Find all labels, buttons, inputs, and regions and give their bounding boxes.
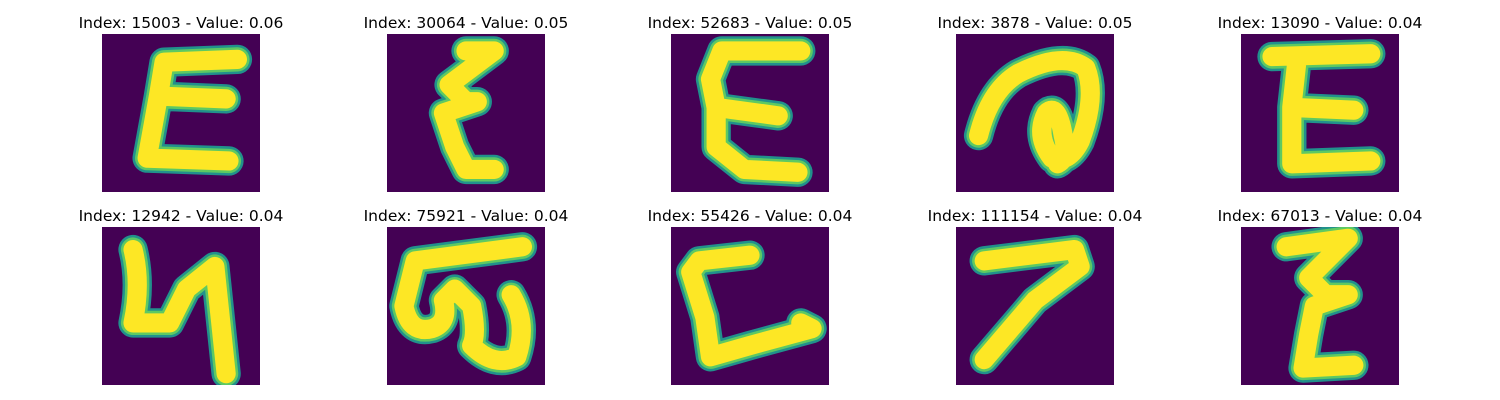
glyph-image — [1241, 227, 1399, 385]
panel-title: Index: 3878 - Value: 0.05 — [937, 14, 1133, 32]
panel-title: Index: 30064 - Value: 0.05 — [363, 14, 569, 32]
glyph-image — [102, 34, 260, 192]
glyph-image — [956, 34, 1114, 192]
sample-panel-5: Index: 13090 - Value: 0.04 — [1200, 12, 1440, 192]
panel-title: Index: 111154 - Value: 0.04 — [927, 207, 1143, 225]
glyph-image — [671, 34, 829, 192]
glyph-image — [956, 227, 1114, 385]
panel-title: Index: 67013 - Value: 0.04 — [1217, 207, 1423, 225]
glyph-stroke — [974, 239, 1090, 370]
panel-title: Index: 12942 - Value: 0.04 — [78, 207, 284, 225]
sample-panel-6: Index: 12942 - Value: 0.04 — [61, 205, 301, 385]
sample-panel-2: Index: 30064 - Value: 0.05 — [346, 12, 586, 192]
glyph-image — [387, 227, 545, 385]
glyph-image — [671, 227, 829, 385]
panel-title: Index: 52683 - Value: 0.05 — [647, 14, 853, 32]
panel-title: Index: 13090 - Value: 0.04 — [1217, 14, 1423, 32]
glyph-image — [387, 34, 545, 192]
sample-panel-3: Index: 52683 - Value: 0.05 — [630, 12, 870, 192]
glyph-stroke — [123, 239, 236, 384]
sample-panel-7: Index: 75921 - Value: 0.04 — [346, 205, 586, 385]
sample-panel-9: Index: 111154 - Value: 0.04 — [915, 205, 1155, 385]
glyph-stroke — [1276, 228, 1364, 378]
glyph-image — [102, 227, 260, 385]
panel-title: Index: 15003 - Value: 0.06 — [78, 14, 284, 32]
panel-title: Index: 55426 - Value: 0.04 — [647, 207, 853, 225]
sample-panel-1: Index: 15003 - Value: 0.06 — [61, 12, 301, 192]
sample-panel-8: Index: 55426 - Value: 0.04 — [630, 205, 870, 385]
panel-title: Index: 75921 - Value: 0.04 — [363, 207, 569, 225]
glyph-stroke — [700, 41, 811, 182]
glyph-stroke — [681, 245, 822, 367]
sample-panel-4: Index: 3878 - Value: 0.05 — [915, 12, 1155, 192]
glyph-stroke — [394, 237, 533, 371]
sample-panel-10: Index: 67013 - Value: 0.04 — [1200, 205, 1440, 385]
glyph-image — [1241, 34, 1399, 192]
glyph-stroke — [137, 49, 248, 171]
glyph-stroke — [1262, 44, 1381, 174]
glyph-stroke — [433, 41, 504, 180]
glyph-stroke — [968, 51, 1100, 174]
